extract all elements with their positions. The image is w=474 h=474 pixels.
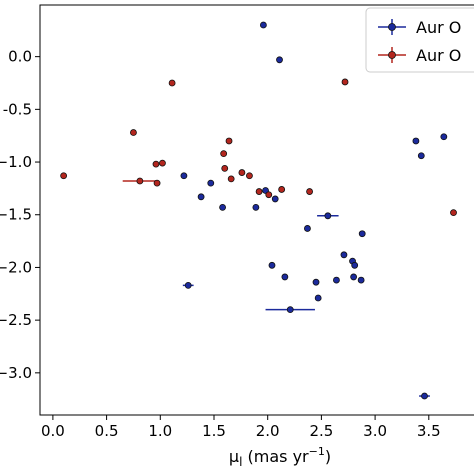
- y-tick-label: −1.5: [0, 206, 32, 224]
- x-tick-label: 0.5: [95, 422, 119, 440]
- x-label-part: (mas yr: [242, 447, 309, 466]
- point: [152, 160, 160, 168]
- point: [312, 278, 320, 286]
- point: [207, 179, 215, 187]
- y-tick-label: −2.5: [0, 311, 32, 329]
- point: [136, 177, 144, 185]
- plot-frame: [39, 4, 474, 416]
- point: [219, 203, 226, 211]
- x-label-part: μ: [229, 447, 239, 466]
- point: [259, 21, 267, 29]
- legend-marker: [388, 23, 396, 31]
- point: [130, 129, 137, 136]
- point: [220, 150, 228, 158]
- y-tick-label: −1.0: [0, 153, 32, 171]
- x-label-part: l: [239, 455, 242, 469]
- point: [412, 137, 420, 145]
- point: [417, 152, 425, 160]
- point: [168, 79, 176, 87]
- x-tick-label: 3.5: [417, 422, 441, 440]
- point: [221, 164, 229, 172]
- y-tick-label: −3.0: [0, 364, 32, 382]
- point: [304, 225, 311, 232]
- legend-label: Aur O: [416, 18, 461, 37]
- point: [227, 175, 235, 183]
- point: [281, 273, 289, 281]
- point: [225, 137, 233, 145]
- point: [255, 188, 263, 195]
- point: [268, 261, 276, 269]
- legend-label: Aur O: [416, 46, 461, 65]
- y-tick-label: −2.0: [0, 258, 32, 276]
- point: [153, 179, 161, 187]
- point: [333, 276, 340, 284]
- point: [314, 294, 322, 302]
- point: [450, 209, 457, 217]
- point: [278, 186, 286, 193]
- point: [238, 169, 246, 176]
- point: [306, 188, 313, 195]
- x-tick-label: 0.0: [41, 422, 65, 440]
- point: [358, 230, 366, 238]
- point: [357, 276, 365, 284]
- x-tick-label: 2.5: [309, 422, 333, 440]
- point: [341, 78, 349, 86]
- point: [252, 203, 260, 211]
- point: [246, 172, 253, 180]
- point: [440, 133, 448, 141]
- point: [350, 273, 358, 281]
- y-tick-label: -0.5: [3, 100, 32, 118]
- y-tick-label: 0.0: [8, 48, 32, 66]
- point: [421, 392, 428, 400]
- point: [60, 172, 68, 180]
- point: [265, 191, 273, 199]
- point: [324, 212, 332, 220]
- point: [286, 306, 294, 314]
- point: [271, 195, 279, 203]
- point: [197, 193, 205, 201]
- point: [184, 281, 192, 289]
- x-tick-label: 2.0: [256, 422, 280, 440]
- point: [351, 261, 359, 269]
- point: [180, 172, 188, 180]
- x-tick-label: 1.0: [148, 422, 172, 440]
- x-label-part: −1: [309, 445, 325, 458]
- x-axis-label: μl (mas yr−1): [229, 445, 331, 469]
- point: [276, 56, 283, 64]
- x-tick-label: 3.0: [363, 422, 387, 440]
- point: [340, 251, 348, 259]
- legend-marker: [388, 51, 396, 59]
- x-tick-label: 1.5: [202, 422, 226, 440]
- point: [159, 159, 166, 167]
- x-label-part: ): [325, 447, 331, 466]
